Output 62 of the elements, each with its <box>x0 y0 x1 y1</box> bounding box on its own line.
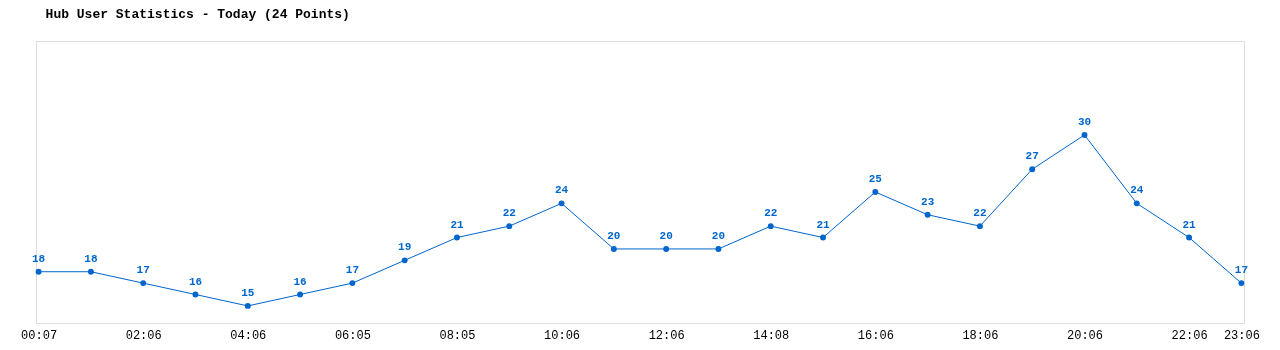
point <box>1081 132 1088 138</box>
point <box>976 223 983 230</box>
point <box>192 291 199 298</box>
point <box>820 234 826 241</box>
data-label: 17 <box>345 264 359 277</box>
data-label: 20 <box>711 229 726 242</box>
data-label: 24 <box>554 184 569 197</box>
point <box>87 268 94 275</box>
point <box>349 280 356 287</box>
x-tick-label: 02:06 <box>125 328 162 343</box>
point <box>506 223 513 230</box>
point <box>1186 234 1193 241</box>
point <box>610 245 617 252</box>
point <box>663 245 670 252</box>
data-label: 22 <box>502 207 516 220</box>
data-label: 24 <box>1130 184 1144 197</box>
data-label: 18 <box>84 252 98 265</box>
point <box>35 268 42 275</box>
data-label: 20 <box>607 229 621 242</box>
point <box>1238 280 1245 287</box>
data-label: 20 <box>659 229 673 242</box>
data-label: 22 <box>764 207 778 220</box>
x-tick-label: 00:07 <box>21 328 58 343</box>
data-label: 23 <box>921 195 935 208</box>
data-label: 18 <box>32 252 46 265</box>
data-label: 17 <box>1234 264 1248 277</box>
data-label: 25 <box>868 172 883 185</box>
point <box>244 302 251 309</box>
data-label: 16 <box>293 275 307 288</box>
point <box>454 234 460 241</box>
x-tick-label: 20:06 <box>1066 328 1104 343</box>
x-tick-label: 18:06 <box>962 328 999 343</box>
x-tick-label: 12:06 <box>648 328 685 343</box>
x-tick-label: 16:06 <box>857 328 894 343</box>
point <box>401 257 408 264</box>
data-label: 21 <box>450 218 464 231</box>
x-tick-label: 22:06 <box>1171 328 1208 343</box>
x-tick-label: 10:06 <box>544 328 581 343</box>
data-label: 22 <box>973 207 987 220</box>
point <box>767 223 774 230</box>
data-label: 21 <box>816 218 831 231</box>
data-label: 21 <box>1182 218 1197 231</box>
x-tick-label: 23:06 <box>1223 328 1260 343</box>
point <box>558 200 565 207</box>
x-tick-label: 08:05 <box>439 328 476 343</box>
data-label: 15 <box>241 286 255 299</box>
point <box>715 245 722 252</box>
chart-title: Hub User Statistics - Today (24 Points) <box>45 7 350 22</box>
point <box>1133 200 1140 207</box>
x-tick-label: 04:06 <box>230 328 267 343</box>
point <box>297 291 304 298</box>
data-label: 27 <box>1025 150 1039 163</box>
point <box>872 189 879 195</box>
data-label: 19 <box>398 241 412 254</box>
point <box>1029 166 1036 173</box>
data-label: 30 <box>1077 116 1092 128</box>
x-tick-label: 06:05 <box>334 328 371 343</box>
point <box>924 211 931 218</box>
point <box>140 280 147 287</box>
data-label: 16 <box>188 275 203 288</box>
x-tick-label: 14:08 <box>753 328 790 343</box>
data-label: 17 <box>136 264 150 277</box>
